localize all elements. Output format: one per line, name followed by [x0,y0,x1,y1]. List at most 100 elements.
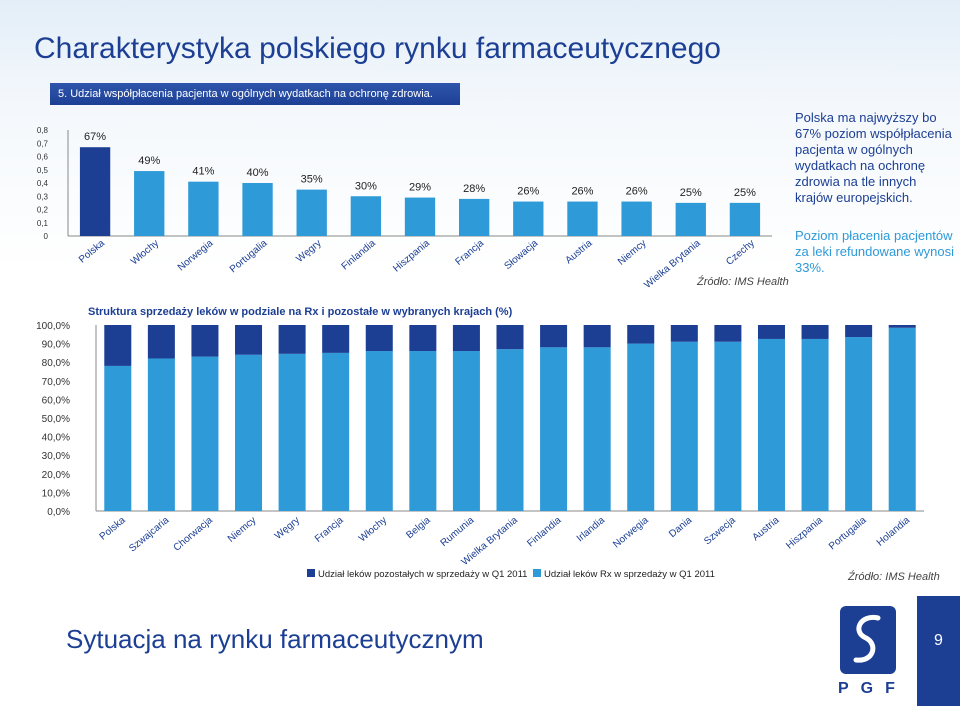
chart2-y-tick-label: 80,0% [42,358,70,369]
chart2-bar-other [496,325,524,350]
chart2-x-tick-label: Węgry [273,515,302,542]
chart1-y-tick-label: 0,8 [37,126,49,135]
chart2-bar-rx [191,356,219,511]
chart1-x-tick-label: Portugalia [228,238,270,276]
chart2-bar-other [147,325,175,359]
chart2-y-tick-label: 100,0% [36,321,70,332]
chart2-bar-other [757,325,785,339]
chart2-title: Struktura sprzedaży leków w podziale na … [88,306,513,318]
chart1-x-tick-label: Polska [77,238,107,266]
chart2-bar-other [540,325,568,348]
chart1-bar [513,201,544,236]
chart1-bar [729,202,761,236]
chart1-x-tick-label: Finlandia [340,238,378,273]
chart2-bar-rx [583,347,611,511]
chart1-data-label: 41% [192,166,214,178]
chart1-x-tick-label: Hiszpania [391,238,432,275]
chart1-y-tick-label: 0,4 [37,179,49,188]
chart2-bar-rx [104,365,132,511]
rx-structure-stacked-chart: Struktura sprzedaży leków w podziale na … [36,306,924,580]
chart2-bar-other [104,325,132,366]
chart1-y-tick-label: 0,1 [37,219,49,228]
copayment-bar-chart: 0 0,1 0,2 0,3 0,4 0,5 0,6 0,7 0,8 67% Polska 49% Wło… [37,126,772,291]
chart1-x-tick-label: Węgry [294,238,323,265]
chart2-bar-rx [801,338,829,511]
chart2-bar-other [322,325,350,353]
chart2-x-tick-label: Niemcy [226,515,259,545]
chart1-bar [567,201,598,236]
chart2-x-tick-label: Rumunia [439,515,477,549]
chart2-bar-rx [235,354,263,511]
chart1-data-label: 25% [734,187,756,199]
chart2-bar-rx [757,338,785,511]
chart2-bar-other [235,325,263,355]
chart1-x-tick-label: Niemcy [616,238,649,268]
chart1-bar [350,196,382,236]
chart2-x-tick-label: Austria [750,515,781,544]
chart1-bar [296,189,327,236]
chart2-bar-other [845,325,873,338]
chart2-x-tick-label: Portugalia [827,515,869,553]
chart2-x-tick-label: Finlandia [525,515,563,550]
chart2-bar-rx [365,351,393,511]
chart2-x-tick-label: Dania [667,515,694,541]
chart1-bar [242,183,273,236]
chart2-legend-swatch-other [307,569,315,577]
chart1-y-tick-label: 0,3 [37,192,49,201]
chart2-bar-other [888,325,916,328]
chart2-bar-other [278,325,306,354]
chart2-legend-swatch-rx [533,569,541,577]
chart2-bar-rx [452,351,480,511]
page-title: Charakterystyka polskiego rynku farmaceu… [34,32,721,65]
chart2-x-tick-label: Hiszpania [784,515,825,552]
chart2-x-tick-label: Holandia [875,515,913,549]
chart1-bar [188,181,219,236]
chart1-bar [134,171,165,236]
chart1-x-tick-label: Wielka Brytania [642,238,703,291]
chart2-y-tick-label: 10,0% [42,488,70,499]
chart1-data-label: 35% [301,174,323,186]
chart2-x-tick-label: Francja [313,515,346,545]
chart2-legend-label-rx: Udział leków Rx w sprzedaży w Q1 2011 [544,569,715,580]
chart1-source: Źródło: IMS Health [697,276,789,288]
chart2-bar-rx [278,353,306,511]
chart2-bar-rx [888,327,916,511]
chart2-x-tick-label: Włochy [357,515,389,545]
chart2-bar-other [452,325,480,352]
chart2-source: Źródło: IMS Health [848,571,940,583]
chart1-bar [675,202,706,236]
chart2-y-tick-label: 0,0% [47,507,70,518]
chart1-y-tick-label: 0,7 [37,139,49,148]
chart2-x-tick-label: Belgia [404,515,433,542]
chart2-bar-other [670,325,698,342]
chart1-y-tick-label: 0 [44,232,49,241]
chart2-bar-rx [496,349,524,511]
chart1-bar [458,198,490,236]
pgf-logo-icon [840,606,896,674]
chart2-x-tick-label: Chorwacja [172,515,216,554]
chart2-bar-other [365,325,393,352]
chart2-bar-rx [845,337,873,511]
chart2-bar-other [191,325,219,357]
chart1-y-tick-label: 0,5 [37,166,49,175]
chart1-data-label: 29% [409,182,431,194]
chart2-x-tick-label: Irlandia [575,515,608,545]
chart2-x-tick-label: Szwajcaria [127,515,171,555]
chart2-bar-other [801,325,829,339]
footer-title: Sytuacja na rynku farmaceutycznym [66,624,484,654]
chart2-bar-other [714,325,742,342]
chart1-x-tick-label: Włochy [129,238,161,268]
chart1-data-label: 67% [84,131,106,143]
footer-band [0,598,960,720]
page-number: 9 [917,596,960,706]
chart1-data-label: 28% [463,183,485,195]
chart1-y-tick-label: 0,6 [37,153,49,162]
chart2-bar-rx [409,351,437,511]
chart2-y-tick-label: 50,0% [42,414,70,425]
chart2-bar-other [409,325,437,352]
chart2-x-tick-label: Polska [98,515,128,543]
chart1-x-tick-label: Austria [563,238,594,267]
chart2-y-tick-label: 20,0% [42,470,70,481]
chart2-bar-rx [322,352,350,511]
chart2-bar-other [627,325,655,344]
